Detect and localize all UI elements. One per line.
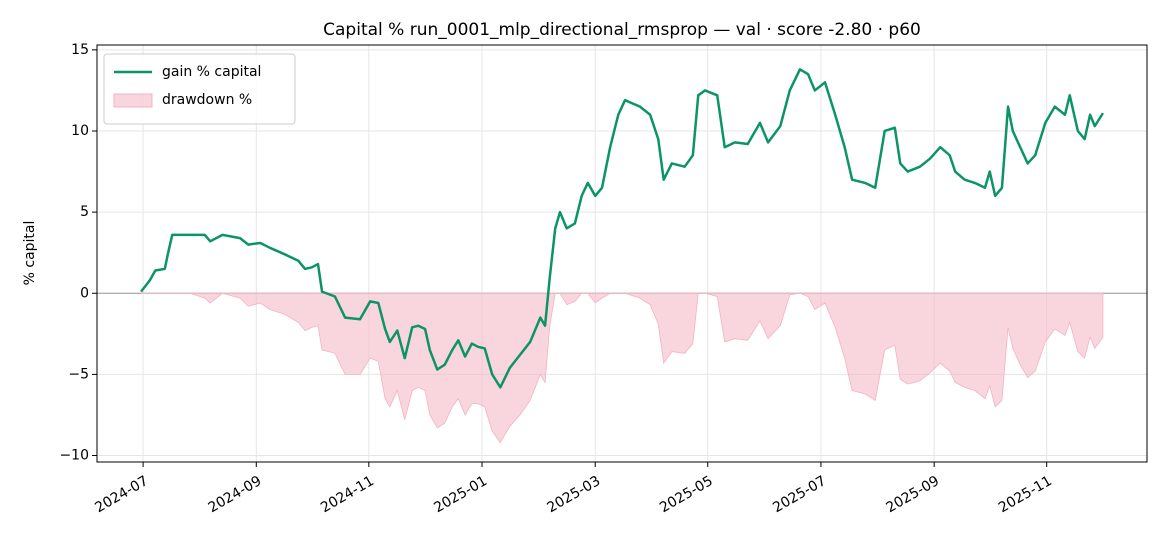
gain-line	[140, 68, 1104, 389]
y-axis-label: % capital	[22, 221, 38, 286]
y-tick-label: 5	[80, 204, 89, 220]
chart-title: Capital % run_0001_mlp_directional_rmspr…	[323, 20, 921, 40]
y-tick-label: 0	[80, 285, 89, 301]
plot-frame	[96, 44, 1148, 463]
legend-label: gain % capital	[162, 64, 261, 80]
y-tick-label: 10	[71, 123, 89, 139]
drawdown-area	[141, 292, 1104, 444]
y-tick-label: −10	[59, 448, 89, 464]
legend-label: drawdown %	[162, 92, 252, 108]
y-tick-label: −5	[68, 366, 89, 382]
y-tick-label: 15	[71, 42, 89, 58]
legend-swatch	[113, 93, 153, 108]
